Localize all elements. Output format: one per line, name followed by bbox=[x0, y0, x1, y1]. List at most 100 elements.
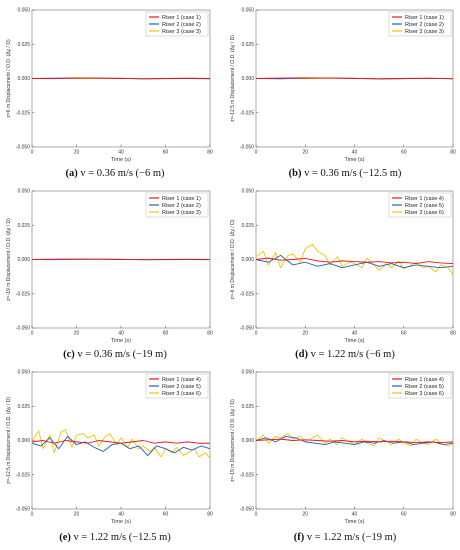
y-tick-label: 0.050 bbox=[17, 8, 30, 14]
x-axis-label: Time (s) bbox=[111, 338, 131, 344]
legend-entry: Riser 3 (case 3) bbox=[162, 29, 201, 35]
y-tick-label: -0.050 bbox=[240, 326, 254, 332]
x-axis-label: Time (s) bbox=[111, 157, 131, 163]
series-line-1 bbox=[255, 77, 454, 80]
panel-caption-text: v = 0.36 m/s (−12.5 m) bbox=[301, 168, 401, 179]
y-tick-label: -0.025 bbox=[240, 472, 254, 478]
x-tick-label: 20 bbox=[74, 512, 80, 518]
y-tick-label: -0.025 bbox=[16, 291, 30, 297]
panel-caption: (a) v = 0.36 m/s (−6 m) bbox=[65, 168, 165, 179]
legend-entry: Riser 2 (case 2) bbox=[162, 203, 201, 209]
x-tick-label: 80 bbox=[207, 331, 213, 337]
x-tick-label: 40 bbox=[118, 150, 124, 156]
x-tick-label: 40 bbox=[118, 331, 124, 337]
y-tick-label: -0.025 bbox=[240, 291, 254, 297]
series-line-1 bbox=[31, 258, 211, 261]
x-tick-label: 0 bbox=[31, 150, 34, 156]
legend-entry: Riser 1 (case 4) bbox=[405, 377, 444, 383]
panel-caption: (b) v = 0.36 m/s (−12.5 m) bbox=[289, 168, 402, 179]
y-tick-label: -0.050 bbox=[16, 145, 30, 151]
x-axis-label: Time (s) bbox=[345, 338, 365, 344]
x-tick-label: 0 bbox=[255, 331, 258, 337]
y-axis-label: z=-6 m Displacement / O.D. (Δy / D) bbox=[230, 219, 236, 299]
legend-entry: Riser 2 (case 2) bbox=[162, 22, 201, 28]
x-tick-label: 80 bbox=[207, 150, 213, 156]
x-tick-label: 0 bbox=[31, 512, 34, 518]
series-line-1 bbox=[255, 438, 454, 444]
x-tick-label: 20 bbox=[302, 331, 308, 337]
y-axis-label: z=-19 m Displacement / O.D. (Δy / D) bbox=[6, 218, 12, 301]
x-tick-label: 80 bbox=[450, 512, 456, 518]
legend-entry: Riser 3 (case 3) bbox=[162, 210, 201, 216]
legend-entry: Riser 3 (case 6) bbox=[405, 210, 444, 216]
y-axis-label: z=-12.5 m Displacement / O.D. (Δy / D) bbox=[6, 397, 12, 484]
y-axis-label: z=-12.5 m Displacement / O.D. (Δy / D) bbox=[230, 35, 236, 122]
x-tick-label: 20 bbox=[74, 331, 80, 337]
x-axis-label: Time (s) bbox=[111, 519, 131, 525]
x-tick-label: 40 bbox=[352, 512, 358, 518]
legend-box bbox=[388, 11, 452, 37]
x-tick-label: 60 bbox=[401, 150, 407, 156]
panel-caption: (d) v = 1.22 m/s (−6 m) bbox=[295, 349, 395, 360]
panel-caption-label: (d) bbox=[295, 349, 308, 360]
x-tick-label: 20 bbox=[302, 512, 308, 518]
legend-entry: Riser 2 (case 5) bbox=[162, 384, 201, 390]
panel-caption-text: v = 0.36 m/s (−6 m) bbox=[78, 168, 165, 179]
series-line-1 bbox=[255, 257, 454, 265]
legend-entry: Riser 3 (case 6) bbox=[405, 391, 444, 397]
y-tick-label: 0.050 bbox=[17, 370, 30, 376]
x-tick-label: 80 bbox=[450, 331, 456, 337]
y-tick-label: 0.050 bbox=[17, 189, 30, 195]
y-tick-label: 0.000 bbox=[241, 438, 254, 444]
panel-caption: (f) v = 1.22 m/s (−19 m) bbox=[294, 532, 397, 543]
y-tick-label: -0.025 bbox=[16, 110, 30, 116]
x-tick-label: 80 bbox=[207, 512, 213, 518]
panel-caption-label: (f) bbox=[294, 532, 305, 543]
y-tick-label: 0.025 bbox=[241, 42, 254, 48]
legend-entry: Riser 3 (case 3) bbox=[405, 29, 444, 35]
panel-caption-label: (e) bbox=[59, 532, 71, 543]
x-tick-label: 60 bbox=[163, 331, 169, 337]
legend-entry: Riser 1 (case 4) bbox=[162, 377, 201, 383]
y-tick-label: 0.000 bbox=[241, 257, 254, 263]
series-line-2 bbox=[255, 435, 454, 446]
x-tick-label: 60 bbox=[401, 331, 407, 337]
x-tick-label: 40 bbox=[118, 512, 124, 518]
y-tick-label: 0.000 bbox=[241, 76, 254, 82]
series-line-2 bbox=[255, 254, 454, 269]
panel-caption-label: (a) bbox=[65, 168, 78, 179]
y-tick-label: -0.025 bbox=[240, 110, 254, 116]
y-tick-label: 0.025 bbox=[241, 223, 254, 229]
x-tick-label: 20 bbox=[302, 150, 308, 156]
x-tick-label: 40 bbox=[352, 150, 358, 156]
panel-caption-text: v = 1.22 m/s (−6 m) bbox=[308, 349, 395, 360]
panel-caption-label: (b) bbox=[289, 168, 302, 179]
x-axis-label: Time (s) bbox=[345, 157, 365, 163]
panel-caption-text: v = 1.22 m/s (−19 m) bbox=[304, 532, 397, 543]
y-tick-label: -0.050 bbox=[16, 507, 30, 513]
y-tick-label: 0.050 bbox=[241, 189, 254, 195]
legend-entry: Riser 2 (case 5) bbox=[405, 384, 444, 390]
series-line-3 bbox=[31, 429, 211, 459]
x-tick-label: 60 bbox=[163, 512, 169, 518]
y-axis-label: z=-19 m Displacement / O.D. (Δy / D) bbox=[230, 399, 236, 482]
x-tick-label: 20 bbox=[74, 150, 80, 156]
panel-caption-text: v = 1.22 m/s (−12.5 m) bbox=[71, 532, 171, 543]
legend-entry: Riser 1 (case 1) bbox=[162, 15, 201, 21]
x-tick-label: 60 bbox=[163, 150, 169, 156]
y-tick-label: 0.025 bbox=[17, 404, 30, 410]
x-tick-label: 0 bbox=[255, 150, 258, 156]
panel-caption-text: v = 0.36 m/s (−19 m) bbox=[75, 349, 168, 360]
legend-entry: Riser 3 (case 6) bbox=[162, 391, 201, 397]
y-tick-label: 0.025 bbox=[17, 42, 30, 48]
y-tick-label: 0.025 bbox=[241, 404, 254, 410]
y-tick-label: -0.050 bbox=[240, 507, 254, 513]
legend-entry: Riser 2 (case 2) bbox=[405, 22, 444, 28]
y-tick-label: 0.050 bbox=[241, 8, 254, 14]
